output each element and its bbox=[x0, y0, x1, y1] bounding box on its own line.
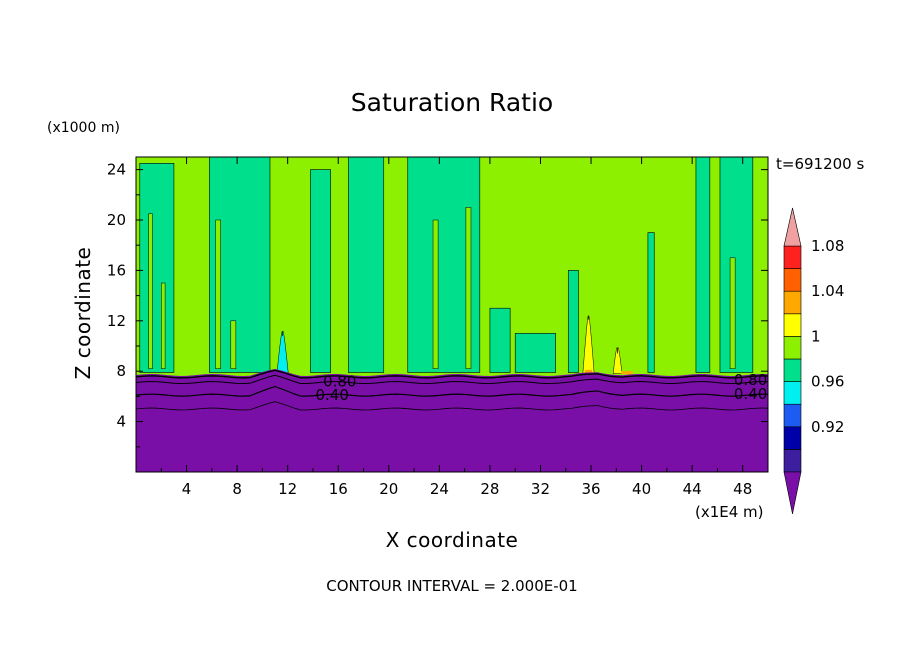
contour-line bbox=[136, 401, 768, 411]
x-tick-label: 12 bbox=[278, 480, 297, 498]
contour-interval-note: CONTOUR INTERVAL = 2.000E-01 bbox=[326, 577, 578, 595]
orange-patch bbox=[584, 369, 593, 373]
colorbar-swatch bbox=[783, 403, 802, 428]
subsaturated-column bbox=[139, 163, 175, 373]
y-tick-label: 16 bbox=[107, 261, 126, 279]
saturated-streak bbox=[465, 207, 472, 369]
saturated-streak bbox=[230, 320, 237, 369]
colorbar-tick-label: 0.92 bbox=[811, 418, 844, 436]
colorbar-tick-label: 1 bbox=[811, 327, 821, 345]
yellow-plume bbox=[582, 315, 595, 374]
contour-line bbox=[136, 385, 768, 397]
subsaturated-column bbox=[489, 307, 511, 373]
colorbar: 0.92 0.96 1 1.04 1.08 bbox=[783, 207, 844, 515]
plot-area bbox=[136, 157, 768, 472]
orange-patch bbox=[621, 371, 633, 375]
cyan-plume bbox=[276, 330, 289, 374]
y-tick-label: 20 bbox=[107, 211, 126, 229]
saturated-streak bbox=[432, 219, 439, 369]
saturated-streak bbox=[215, 219, 221, 369]
contour-label: 0.80 bbox=[323, 372, 356, 390]
contour-label: 0.80 bbox=[734, 371, 767, 389]
contour-label: 0.40 bbox=[315, 386, 348, 404]
contour-label: 0.40 bbox=[734, 385, 767, 403]
subsaturated-column bbox=[310, 169, 331, 373]
subsaturated-column bbox=[719, 157, 754, 373]
x-axis-unit: (x1E4 m) bbox=[695, 503, 764, 521]
x-tick-label: 20 bbox=[379, 480, 398, 498]
colorbar-swatch bbox=[783, 290, 802, 315]
colorbar-swatch bbox=[783, 426, 802, 450]
colorbar-swatch bbox=[783, 336, 802, 360]
colorbar-swatch bbox=[783, 381, 802, 405]
x-tick-label: 28 bbox=[480, 480, 499, 498]
y-axis-unit: (x1000 m) bbox=[47, 120, 120, 136]
colorbar-swatch bbox=[783, 449, 802, 473]
colorbar-above-arrow bbox=[783, 207, 802, 247]
x-tick-label: 8 bbox=[232, 480, 242, 498]
colorbar-tick-label: 0.96 bbox=[811, 373, 844, 391]
y-tick-label: 4 bbox=[116, 413, 126, 431]
x-tick-label: 36 bbox=[581, 480, 600, 498]
x-tick-label: 44 bbox=[683, 480, 702, 498]
contour-line bbox=[136, 369, 768, 379]
x-tick-label: 16 bbox=[329, 480, 348, 498]
y-tick-label: 24 bbox=[107, 161, 126, 179]
plot-frame bbox=[135, 156, 769, 473]
colorbar-tick-label: 1.04 bbox=[811, 282, 844, 300]
saturated-streak bbox=[148, 213, 153, 369]
contour-line bbox=[136, 374, 768, 385]
x-tick-label: 40 bbox=[632, 480, 651, 498]
saturated-streak bbox=[729, 257, 736, 369]
x-tick-label: 4 bbox=[182, 480, 192, 498]
colorbar-swatch bbox=[783, 358, 802, 382]
colorbar-tick-label: 1.08 bbox=[811, 237, 844, 255]
subsaturated-column bbox=[695, 157, 711, 373]
y-tick-label: 12 bbox=[107, 312, 126, 330]
contour-labels: 0.800.400.800.40 bbox=[315, 371, 767, 404]
dry-layer bbox=[136, 368, 768, 472]
yellow-plume bbox=[612, 347, 623, 374]
saturated-streak bbox=[161, 282, 166, 369]
colorbar-below-arrow bbox=[783, 471, 802, 515]
colorbar-swatch bbox=[783, 313, 802, 337]
chart-title: Saturation Ratio bbox=[350, 88, 554, 117]
x-tick-label: 32 bbox=[531, 480, 550, 498]
x-tick-label: 48 bbox=[733, 480, 752, 498]
x-tick-label: 24 bbox=[430, 480, 449, 498]
subsaturated-column bbox=[514, 333, 556, 373]
time-label: t=691200 s bbox=[776, 155, 865, 173]
colorbar-swatch bbox=[783, 245, 802, 269]
x-axis-label: X coordinate bbox=[385, 528, 519, 552]
colorbar-swatch bbox=[783, 268, 802, 292]
subsaturated-column bbox=[348, 157, 385, 373]
subsaturated-column bbox=[567, 270, 579, 373]
y-axis-label: Z coordinate bbox=[71, 246, 95, 380]
y-tick-label: 8 bbox=[116, 362, 126, 380]
subsaturated-column bbox=[647, 232, 655, 373]
